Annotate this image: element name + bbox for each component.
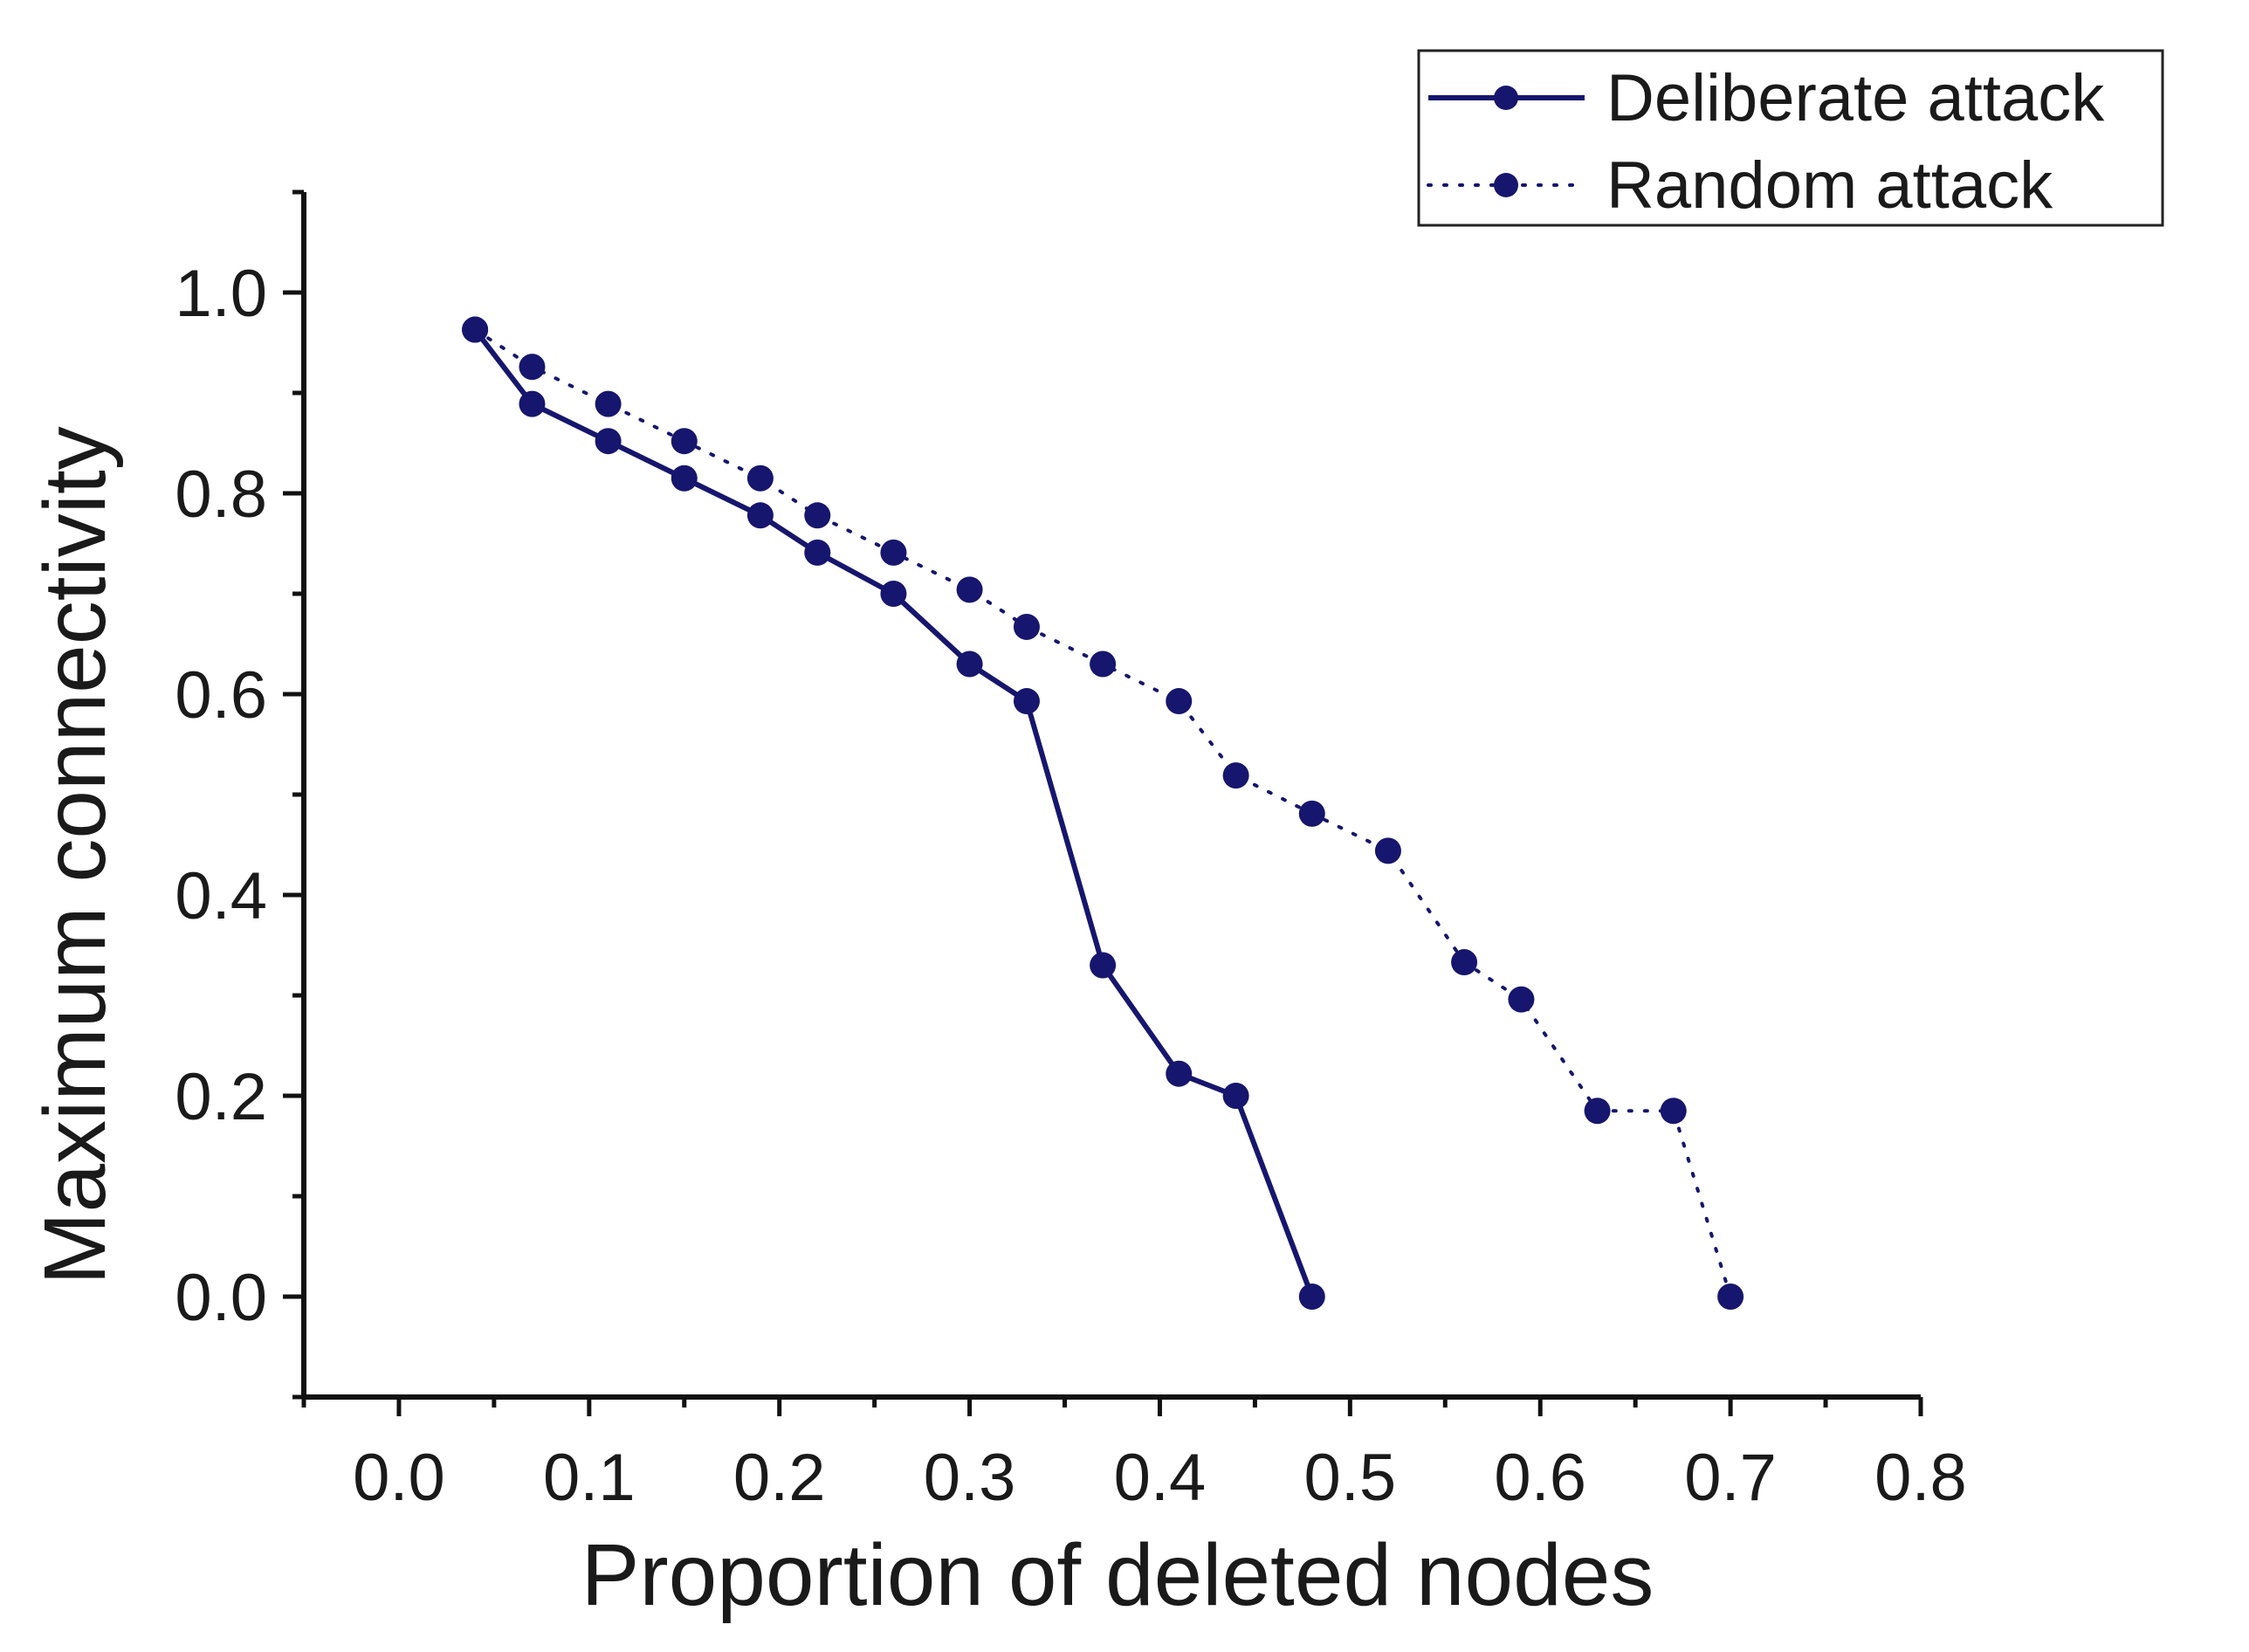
legend-label-deliberate: Deliberate attack xyxy=(1606,61,2105,135)
series-0-point-6 xyxy=(880,581,907,607)
series-1-point-0 xyxy=(462,316,489,343)
series-1-point-6 xyxy=(880,539,907,566)
series-1-point-15 xyxy=(1508,986,1535,1013)
legend-box xyxy=(1417,49,2164,227)
series-layer xyxy=(462,316,1744,1310)
x-axis-title: Proportion of deleted nodes xyxy=(581,1526,1654,1624)
series-0-point-12 xyxy=(1298,1284,1325,1310)
y-axis-title: Maximum connectivity xyxy=(26,426,124,1285)
legend-marker-deliberate xyxy=(1494,86,1518,110)
x-tick-label-6: 0.6 xyxy=(1494,1441,1586,1515)
y-tick-label-3: 0.6 xyxy=(175,658,267,733)
series-1-point-10 xyxy=(1166,688,1193,715)
series-0-point-4 xyxy=(746,502,774,529)
x-tick-label-4: 0.4 xyxy=(1114,1441,1207,1515)
series-0-point-8 xyxy=(1013,688,1040,715)
series-line-0 xyxy=(472,327,1315,1299)
series-1-point-11 xyxy=(1222,762,1249,789)
series-0-point-7 xyxy=(956,650,983,678)
series-1-point-8 xyxy=(1013,613,1040,640)
series-line-1 xyxy=(473,327,1733,1298)
legend-entry-random-attack: Random attack xyxy=(1427,148,2053,223)
x-tick-label-5: 0.5 xyxy=(1304,1441,1397,1515)
y-tick-label-0: 0.0 xyxy=(175,1261,267,1335)
series-0-point-11 xyxy=(1222,1083,1249,1109)
x-ticks: 0.0 0.1 0.2 0.3 0.4 0.5 0.6 0.7 0.8 xyxy=(301,1397,1967,1515)
x-tick-label-8: 0.8 xyxy=(1874,1441,1967,1515)
series-1-point-1 xyxy=(519,354,546,381)
series-1-point-17 xyxy=(1660,1098,1687,1125)
legend-marker-random xyxy=(1494,173,1518,197)
y-tick-label-1: 0.2 xyxy=(175,1060,267,1134)
series-0-point-10 xyxy=(1166,1060,1193,1087)
series-1-point-9 xyxy=(1090,650,1117,678)
series-1-point-7 xyxy=(956,576,983,603)
series-1-point-3 xyxy=(671,428,698,455)
y-ticks: 0.0 0.2 0.4 0.6 0.8 1.0 xyxy=(175,189,304,1400)
legend-entry-deliberate-attack: Deliberate attack xyxy=(1428,61,2105,135)
series-0 xyxy=(462,316,1325,1310)
series-1 xyxy=(462,316,1744,1310)
series-0-point-5 xyxy=(804,539,831,566)
series-1-point-16 xyxy=(1584,1098,1611,1125)
y-tick-label-5: 1.0 xyxy=(175,257,267,331)
legend: Deliberate attack Random attack xyxy=(1417,49,2164,227)
y-tick-label-2: 0.4 xyxy=(175,859,267,933)
series-1-point-12 xyxy=(1298,800,1325,827)
series-1-point-13 xyxy=(1374,837,1401,864)
series-0-point-2 xyxy=(595,428,622,455)
x-tick-label-0: 0.0 xyxy=(353,1441,445,1515)
y-tick-label-4: 0.8 xyxy=(175,458,267,532)
series-1-point-18 xyxy=(1717,1284,1744,1310)
series-0-point-9 xyxy=(1090,952,1117,979)
series-1-point-4 xyxy=(746,465,774,492)
series-0-point-1 xyxy=(519,390,546,417)
axes xyxy=(301,192,1921,1400)
series-1-point-14 xyxy=(1451,949,1478,976)
legend-label-random: Random attack xyxy=(1606,148,2053,223)
series-1-point-5 xyxy=(804,502,831,529)
x-tick-label-7: 0.7 xyxy=(1684,1441,1777,1515)
series-1-point-2 xyxy=(595,390,622,417)
x-tick-label-1: 0.1 xyxy=(543,1441,636,1515)
x-tick-label-3: 0.3 xyxy=(924,1441,1016,1515)
series-0-point-3 xyxy=(671,465,698,492)
x-tick-label-2: 0.2 xyxy=(733,1441,826,1515)
